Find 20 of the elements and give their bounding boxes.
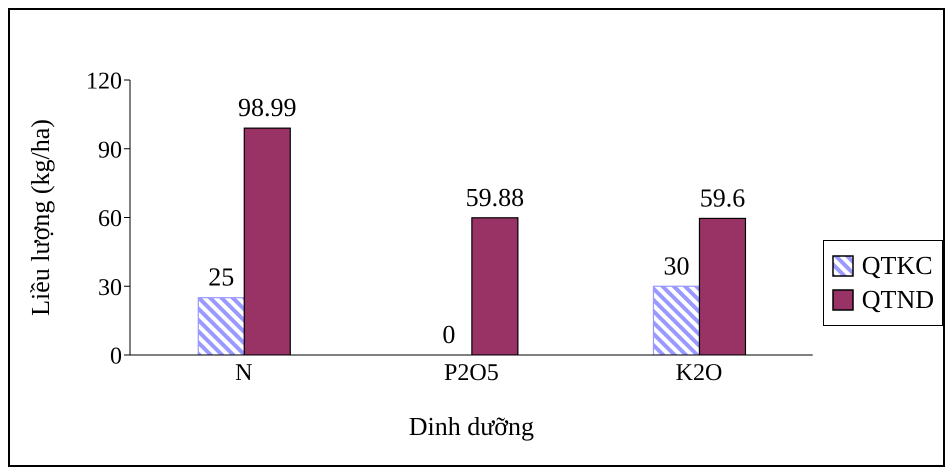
x-axis-title: Dinh dưỡng: [408, 412, 534, 441]
x-tick-label: N: [235, 360, 252, 386]
y-tick-label: 60: [98, 206, 122, 232]
data-label: 59.88: [466, 182, 524, 212]
y-tick-label: 120: [86, 68, 122, 95]
x-tick-label: K2O: [676, 360, 722, 386]
data-label: 30: [663, 251, 690, 280]
legend-label: QTKC: [862, 251, 933, 281]
x-tick-label: P2O5: [444, 360, 499, 386]
data-label: 25: [208, 262, 234, 292]
data-label: 0: [442, 320, 456, 349]
y-tick-label: 0: [110, 344, 122, 370]
data-label: 98.99: [238, 93, 297, 122]
y-axis-title: Liều lượng (kg/ha): [26, 119, 56, 316]
y-tick-label: 30: [98, 274, 122, 301]
data-label: 59.6: [700, 183, 746, 212]
y-tick-label: 90: [98, 137, 122, 164]
legend-label: QTND: [862, 285, 934, 315]
bar: [652, 286, 700, 355]
bar: [198, 297, 245, 355]
